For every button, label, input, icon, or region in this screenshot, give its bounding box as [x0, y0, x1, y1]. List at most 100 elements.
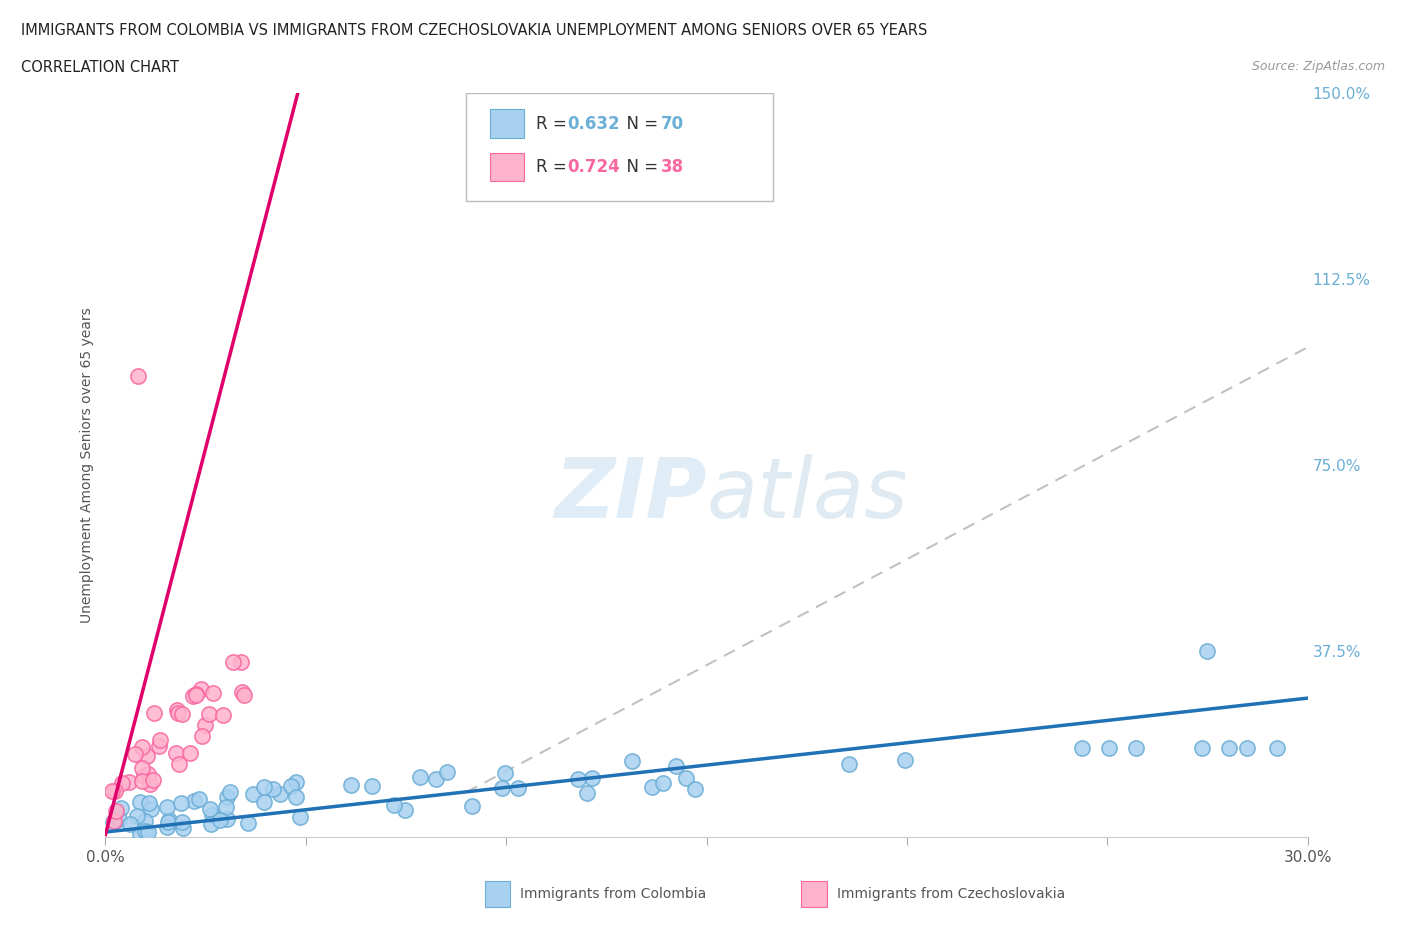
Text: N =: N = [616, 114, 664, 132]
Point [138, 795, 160, 810]
Point [172, 820, 194, 835]
Point [156, 800, 179, 815]
Point [172, 815, 194, 830]
Point [208, 813, 231, 828]
Text: R =: R = [536, 158, 572, 176]
Point [134, 824, 156, 839]
Point [1197, 644, 1219, 658]
Point [166, 703, 188, 718]
Point [1265, 740, 1288, 755]
Point [215, 799, 238, 814]
Point [142, 706, 165, 721]
Text: R =: R = [536, 114, 572, 132]
Point [222, 655, 245, 670]
Point [665, 758, 688, 773]
Point [231, 684, 253, 699]
Point [148, 738, 170, 753]
Point [1071, 740, 1094, 755]
Text: 0.632: 0.632 [567, 114, 620, 132]
Point [620, 753, 643, 768]
Text: Immigrants from Colombia: Immigrants from Colombia [520, 886, 706, 901]
Point [409, 770, 432, 785]
Point [253, 780, 276, 795]
Point [141, 801, 163, 816]
Point [894, 752, 917, 767]
Point [269, 787, 291, 802]
Point [156, 815, 179, 830]
Point [252, 794, 274, 809]
Point [394, 803, 416, 817]
FancyBboxPatch shape [465, 93, 773, 201]
Point [118, 775, 141, 790]
Point [156, 820, 179, 835]
Point [184, 687, 207, 702]
Point [200, 817, 222, 831]
Point [134, 813, 156, 828]
Point [183, 793, 205, 808]
Point [103, 815, 125, 830]
Point [181, 688, 204, 703]
Point [340, 777, 363, 792]
Point [131, 739, 153, 754]
Point [218, 784, 240, 799]
Point [280, 778, 302, 793]
Point [148, 733, 170, 748]
Text: 70: 70 [661, 114, 683, 132]
Point [124, 747, 146, 762]
Point [1218, 740, 1240, 755]
Text: 0.724: 0.724 [567, 158, 620, 176]
Point [190, 682, 212, 697]
Point [100, 784, 122, 799]
Point [179, 745, 201, 760]
Point [129, 827, 152, 842]
Point [217, 790, 239, 804]
Point [384, 797, 406, 812]
Text: 38: 38 [661, 158, 683, 176]
Text: ZIP: ZIP [554, 454, 707, 536]
Point [125, 808, 148, 823]
Point [232, 687, 254, 702]
Text: Immigrants from Czechoslovakia: Immigrants from Czechoslovakia [837, 886, 1064, 901]
FancyBboxPatch shape [491, 153, 524, 180]
Point [194, 717, 217, 732]
Point [172, 707, 194, 722]
Point [229, 655, 252, 670]
Point [683, 782, 706, 797]
Point [361, 778, 384, 793]
Point [262, 782, 284, 797]
Point [132, 768, 155, 783]
Point [170, 795, 193, 810]
Point [111, 776, 134, 790]
Point [167, 756, 190, 771]
Point [184, 687, 207, 702]
Point [200, 802, 222, 817]
FancyBboxPatch shape [491, 110, 524, 138]
Text: IMMIGRANTS FROM COLOMBIA VS IMMIGRANTS FROM CZECHOSLOVAKIA UNEMPLOYMENT AMONG SE: IMMIGRANTS FROM COLOMBIA VS IMMIGRANTS F… [21, 23, 928, 38]
Point [215, 812, 238, 827]
Point [136, 825, 159, 840]
Point [197, 707, 219, 722]
Point [136, 749, 159, 764]
Point [838, 756, 860, 771]
Point [103, 814, 125, 829]
Point [157, 812, 180, 827]
Text: CORRELATION CHART: CORRELATION CHART [21, 60, 179, 75]
Text: N =: N = [616, 158, 664, 176]
Text: atlas: atlas [707, 454, 908, 536]
Point [202, 685, 225, 700]
Point [201, 808, 224, 823]
Point [165, 745, 187, 760]
Point [436, 764, 458, 779]
Point [425, 771, 447, 786]
Point [167, 706, 190, 721]
Point [567, 771, 589, 786]
Point [136, 767, 159, 782]
Point [288, 809, 311, 824]
Point [129, 794, 152, 809]
Point [107, 812, 129, 827]
Point [131, 774, 153, 789]
Point [652, 776, 675, 790]
Point [581, 770, 603, 785]
Point [212, 708, 235, 723]
Text: Source: ZipAtlas.com: Source: ZipAtlas.com [1251, 60, 1385, 73]
